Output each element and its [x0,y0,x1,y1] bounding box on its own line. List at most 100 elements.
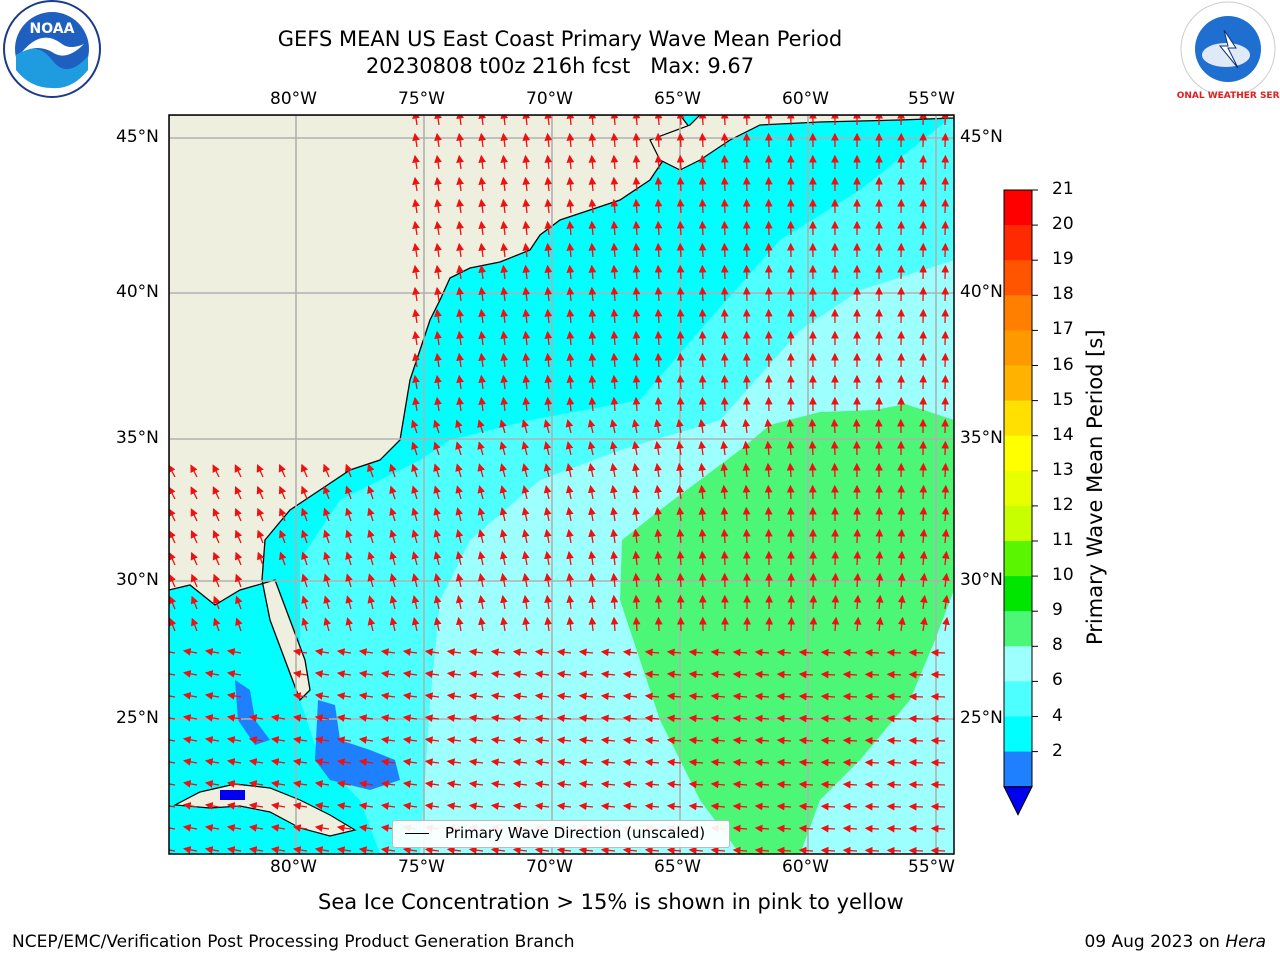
wave-arrow [720,132,729,148]
wave-arrow [248,736,264,744]
wave-arrow [543,485,552,500]
wave-arrow [776,846,792,854]
wave-arrow [654,528,663,544]
wave-arrow [226,714,242,722]
wave-arrow [543,507,552,522]
wave-arrow [676,264,685,280]
wave-arrow [588,550,596,566]
wave-arrow [544,396,553,412]
wave-arrow [742,264,751,280]
wave-arrow [632,132,641,148]
wave-arrow [182,648,198,656]
wave-arrow [478,264,487,280]
wave-arrow [169,486,176,500]
wave-arrow [256,464,264,478]
lat-tick-right-35n: 35°N [960,428,1003,448]
wave-arrow [182,846,198,854]
wave-arrow [886,736,902,745]
wave-arrow [610,484,618,500]
wave-arrow [512,846,528,854]
wave-arrow [631,419,640,434]
wave-arrow [234,551,243,566]
chart-title: GEFS MEAN US East Coast Primary Wave Mea… [240,26,880,80]
wave-arrow [402,692,418,700]
wave-arrow [169,824,176,832]
map-legend: Primary Wave Direction (unscaled) [392,820,730,848]
wave-arrow [654,308,663,324]
wave-arrow [389,617,398,632]
wave-arrow [853,572,862,588]
wave-arrow [204,824,220,832]
wave-arrow [412,264,420,280]
wave-arrow [588,572,597,588]
wave-arrow [456,286,464,302]
wave-arrow [720,528,729,544]
colorbar-extend-triangle [1003,786,1033,816]
wave-arrow [831,594,840,610]
legend-label: Primary Wave Direction (unscaled) [445,824,706,842]
wave-arrow [270,714,286,722]
wave-arrow [666,846,682,854]
wave-arrow [477,485,486,500]
wave-arrow [169,692,176,700]
wave-arrow [468,736,484,745]
wave-arrow [456,352,464,368]
wave-arrow [776,824,792,833]
colorbar-segment [1004,751,1032,788]
wave-arrow [720,484,729,500]
wave-arrow [345,595,353,610]
colorbar-tick-label: 9 [1052,600,1063,621]
colorbar-segment [1004,400,1032,437]
wave-arrow [776,714,792,723]
wave-arrow [522,286,531,302]
wave-arrow [191,617,199,632]
wave-arrow [930,802,946,811]
wave-arrow [534,670,550,679]
wave-arrow [402,648,418,656]
wave-arrow [742,352,751,368]
wave-arrow [270,758,286,766]
wave-arrow [434,396,442,412]
wave-arrow [190,530,198,544]
wave-arrow [776,780,792,789]
wave-arrow [434,220,442,236]
wave-arrow [500,286,509,302]
wave-arrow [588,308,597,324]
wave-arrow [336,714,352,722]
wave-arrow [864,780,880,789]
wave-arrow [578,692,594,701]
wave-arrow [886,714,902,723]
wave-arrow [666,758,682,767]
wave-arrow [565,441,574,456]
wave-arrow [632,352,641,368]
wave-arrow [610,528,618,544]
wave-arrow [654,264,663,280]
wave-arrow [477,507,486,522]
wave-arrow [292,692,308,700]
wave-arrow [600,714,616,723]
wave-arrow [886,758,902,767]
wave-arrow [688,648,704,657]
wave-arrow [235,617,243,632]
wave-arrow [764,506,773,522]
wave-arrow [512,780,528,789]
wave-arrow [522,330,531,346]
wave-arrow [632,506,640,522]
wave-arrow [323,507,331,522]
wave-arrow [654,115,663,126]
wave-arrow [610,264,619,280]
wave-arrow [544,572,552,588]
wave-arrow [676,528,685,544]
lon-tick-bottom-80w: 80°W [270,857,317,877]
wave-arrow [875,594,884,610]
wave-arrow [434,176,442,192]
wave-arrow [930,714,946,723]
wave-arrow [522,264,531,280]
wave-arrow [226,736,242,744]
nws-logo-text: NATIONAL WEATHER SERVICE [1176,91,1280,100]
wave-arrow [742,154,751,170]
wave-arrow [809,594,818,610]
wave-arrow [412,115,420,126]
wave-arrow [588,374,597,390]
